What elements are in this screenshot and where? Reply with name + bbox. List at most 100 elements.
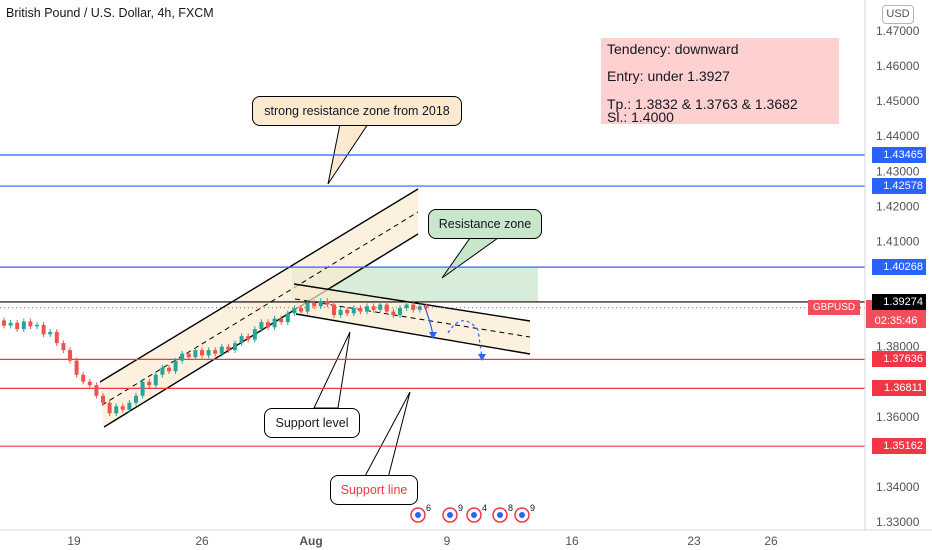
projection-arrow-2	[447, 320, 483, 359]
candle-body	[233, 343, 237, 351]
event-count: 6	[426, 503, 431, 513]
x-tick-label: 9	[444, 534, 451, 548]
candle-body	[398, 308, 402, 316]
candle-body	[140, 381, 145, 396]
candle-body	[318, 301, 323, 307]
tendency-text: Tendency: downward	[607, 41, 739, 57]
y-tick-label: 1.42000	[876, 199, 920, 213]
price-level-tag: 1.40268	[872, 259, 926, 276]
candle-body	[193, 350, 198, 358]
strong-resistance-pointer	[327, 123, 369, 185]
candle-body	[101, 395, 105, 403]
price-level-tag: 1.36811	[872, 380, 926, 397]
event-flag-dot	[519, 512, 525, 518]
candle-body	[28, 321, 33, 327]
candle-body	[332, 304, 336, 316]
x-tick-label: 26	[764, 534, 778, 548]
candle-body	[358, 308, 363, 312]
candle-body	[87, 381, 92, 386]
candle-body	[305, 302, 310, 312]
candle-body	[292, 308, 297, 314]
y-tick-label: 1.38000	[876, 340, 920, 354]
y-tick-label: 1.36000	[876, 410, 920, 424]
sl-text: Sl.: 1.4000	[607, 109, 674, 125]
candle-body	[114, 406, 119, 414]
candle-body	[68, 350, 72, 361]
candle-body	[21, 321, 26, 330]
candle-body	[384, 304, 389, 312]
trade-info-box: Tendency: downward Entry: under 1.3927 T…	[601, 38, 839, 125]
y-tick-label: 1.44000	[876, 129, 920, 143]
y-tick-label: 1.43000	[876, 164, 920, 178]
candle-body	[2, 320, 6, 326]
x-tick-label: Aug	[299, 534, 322, 548]
candle-body	[74, 360, 79, 375]
candle-body	[134, 395, 138, 403]
candle-body	[417, 306, 422, 310]
price-level-tag: 1.37636	[872, 351, 926, 368]
ascending-channel-fill	[100, 189, 418, 427]
y-tick-label: 1.46000	[876, 59, 920, 73]
candle-body	[246, 336, 251, 340]
candle-body	[206, 350, 211, 356]
y-tick-label: 1.41000	[876, 234, 920, 248]
candle-body	[127, 402, 132, 410]
x-tick-label: 23	[687, 534, 701, 548]
resistance-zone-callout: Resistance zone	[428, 209, 542, 239]
chart-title: British Pound / U.S. Dollar, 4h, FXCM	[6, 6, 214, 20]
candle-body	[252, 329, 257, 340]
drawings	[99, 123, 538, 479]
support-line-pointer-shape	[363, 391, 411, 479]
candle-body	[180, 353, 185, 361]
event-flag-dot	[447, 512, 453, 518]
candle-body	[41, 324, 46, 335]
symbol-tag: GBPUSD	[808, 300, 860, 315]
candle-body	[312, 302, 317, 307]
candle-body	[54, 331, 59, 344]
tp-text: Tp.: 1.3832 & 1.3763 & 1.3682	[607, 96, 798, 112]
y-tick-label: 1.45000	[876, 94, 920, 108]
candle-body	[345, 309, 350, 314]
event-flag-dot	[471, 512, 477, 518]
y-tick-label: 1.33000	[876, 515, 920, 529]
candle-body	[153, 374, 158, 386]
candle-body	[279, 318, 284, 323]
currency-button[interactable]: USD	[882, 5, 914, 24]
event-markers: 6 9 4 8 9	[410, 503, 535, 523]
price-level-tag: 1.35162	[872, 438, 926, 455]
event-flag-dot	[415, 512, 421, 518]
x-tick-label: 26	[195, 534, 209, 548]
candle-body	[371, 306, 376, 310]
price-level-tag: 1.43465	[872, 146, 926, 163]
support-level-pointer-shape	[313, 331, 351, 409]
candle-body	[81, 374, 86, 382]
ascending-channel-upper	[99, 188, 419, 383]
candle-body	[8, 322, 13, 326]
candle-body	[186, 353, 191, 358]
entry-text: Entry: under 1.3927	[607, 68, 730, 84]
projection-arrowhead-2	[478, 354, 486, 361]
candle-body	[424, 306, 429, 308]
y-tick-label: 1.47000	[876, 24, 920, 38]
candle-body	[35, 324, 39, 327]
candle-body	[61, 343, 66, 351]
candle-body	[219, 346, 224, 354]
x-tick-label: 19	[67, 534, 81, 548]
candle-body	[213, 350, 218, 354]
candle-body	[351, 308, 356, 314]
candle-body	[167, 367, 171, 372]
event-count: 4	[482, 503, 487, 513]
candle-body	[272, 318, 277, 328]
candle-body	[48, 331, 53, 335]
candle-body	[411, 304, 416, 310]
candle-body	[338, 309, 343, 316]
candle-body	[325, 301, 330, 305]
horizontal-levels	[0, 154, 865, 447]
candle-body	[160, 367, 165, 375]
event-count: 9	[458, 503, 463, 513]
candle-body	[147, 381, 152, 386]
candle-body	[299, 308, 303, 312]
candles	[2, 298, 429, 417]
